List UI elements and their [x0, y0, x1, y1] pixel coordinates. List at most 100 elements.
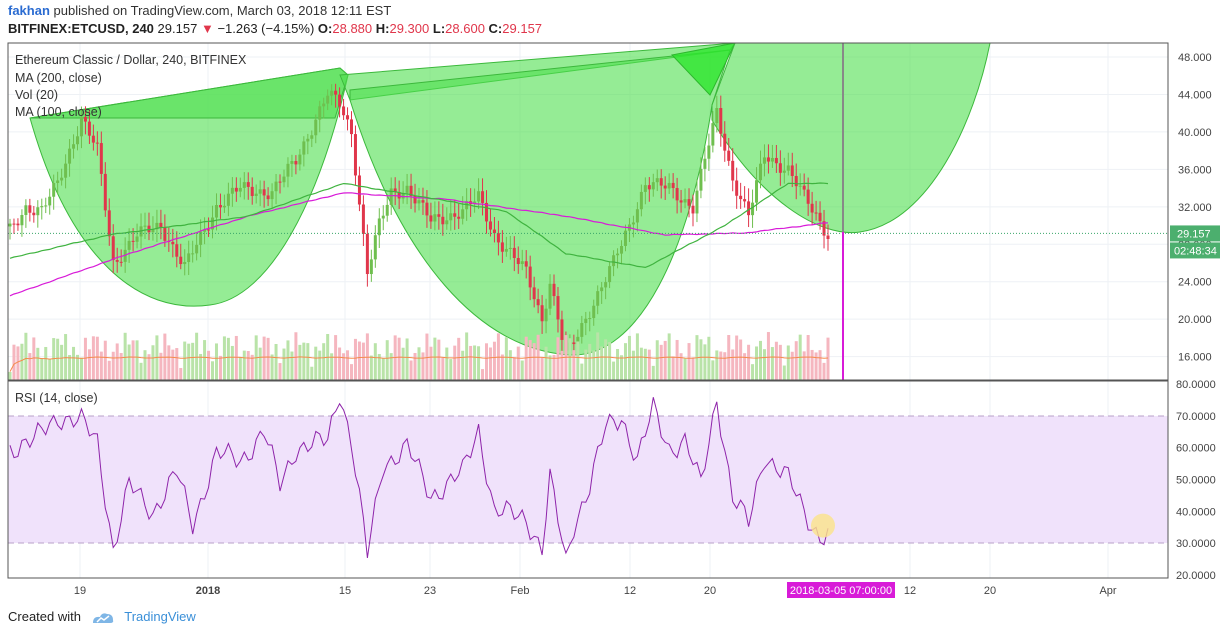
volume-bar — [369, 355, 373, 380]
candle-body — [163, 227, 167, 241]
rsi-pane-border — [7, 380, 1169, 579]
rsi-pane[interactable] — [8, 381, 1168, 578]
author-link[interactable]: fakhan — [8, 3, 50, 18]
x-tick-label: Apr — [1099, 585, 1116, 597]
volume-bar — [314, 346, 318, 380]
legend-vol: Vol (20) — [15, 88, 59, 102]
candle-body — [421, 200, 425, 203]
cup-left-shape — [29, 67, 349, 307]
candle-body — [794, 175, 798, 187]
candle-body — [639, 191, 643, 210]
price-pane-border — [7, 42, 1169, 381]
rsi-line-group — [9, 397, 835, 558]
volume-bar — [151, 345, 155, 380]
price-tick-label: 36.000 — [1178, 164, 1212, 176]
low-label: L: — [432, 21, 446, 36]
ma100-line — [9, 182, 829, 269]
chart-canvas[interactable]: 16.00020.00024.00028.00032.00036.00040.0… — [0, 0, 1228, 605]
candle-body — [28, 205, 32, 213]
price-pane[interactable] — [8, 43, 1168, 380]
volume-bar — [346, 350, 350, 380]
candle-body — [683, 199, 687, 203]
down-arrow-icon: ▼ — [200, 21, 214, 36]
candle-body — [544, 308, 548, 322]
candle-body — [318, 106, 322, 120]
volume-bar — [592, 350, 596, 380]
volume-bar — [778, 344, 782, 380]
candle-body — [433, 214, 437, 222]
close-value: 29.157 — [502, 21, 543, 36]
volume-bar — [99, 351, 103, 380]
volume-bar — [623, 343, 627, 380]
candle-body — [643, 185, 647, 192]
symbol: BITFINEX:ETCUSD, 240 — [8, 21, 154, 36]
volume-bar — [762, 349, 766, 380]
candle-body — [703, 158, 707, 169]
volume-bar — [306, 343, 310, 380]
candle-body — [266, 195, 270, 200]
rsi-tick-label: 60.0000 — [1176, 443, 1216, 455]
candle-body — [12, 223, 16, 225]
candle-body — [485, 202, 489, 222]
tradingview-link[interactable]: TradingView — [124, 609, 196, 624]
candle-body — [584, 318, 588, 324]
candle-body — [346, 115, 350, 120]
volume-bar — [715, 350, 719, 380]
candle-body — [659, 178, 663, 186]
volume-bar — [8, 372, 12, 380]
candle-body — [211, 217, 215, 230]
candle-body — [445, 220, 449, 225]
candle-body — [250, 186, 254, 196]
candle-body — [635, 209, 639, 223]
peak-triangle — [671, 43, 736, 96]
volume-bar — [826, 337, 830, 380]
volume-bar — [83, 337, 87, 380]
volume-bar — [79, 357, 83, 380]
volume-bar — [758, 340, 762, 380]
candle-body — [751, 202, 755, 216]
candle-body — [179, 256, 183, 265]
volume-bar — [655, 340, 659, 380]
candle-body — [40, 206, 44, 208]
candle-body — [290, 161, 294, 164]
volume-bar — [683, 358, 687, 380]
volume-bar — [469, 345, 473, 380]
candle-body — [588, 318, 592, 320]
volume-bar — [357, 341, 361, 380]
volume-bar — [612, 361, 616, 380]
volume-bar — [790, 351, 794, 380]
x-tick-label: Feb — [511, 585, 530, 597]
volume-bar — [238, 357, 242, 380]
volume-bar — [266, 337, 270, 380]
volume-bar — [651, 365, 655, 380]
volume-bar — [639, 347, 643, 380]
volume-bar — [298, 344, 302, 380]
candle-body — [353, 134, 357, 176]
candle-body — [64, 163, 68, 178]
volume-bar — [794, 341, 798, 380]
volume-bar — [143, 350, 147, 380]
candle-body — [151, 229, 155, 233]
candle-body — [238, 187, 242, 192]
candle-body — [492, 229, 496, 234]
candle-body — [171, 241, 175, 245]
volume-bar — [72, 346, 76, 380]
volume-bar — [107, 360, 111, 380]
candle-body — [381, 215, 385, 219]
candle-body — [401, 192, 405, 199]
published-text: published on TradingView.com, March 03, … — [53, 3, 392, 18]
candle-body — [306, 138, 310, 142]
volume-bar — [119, 352, 123, 380]
footer: Created with TradingView — [8, 609, 196, 625]
volume-bar — [361, 342, 365, 380]
volume-bar — [711, 360, 715, 380]
publish-line: fakhan published on TradingView.com, Mar… — [8, 3, 391, 18]
volume-bar — [290, 351, 294, 380]
candle-body — [667, 182, 671, 189]
rsi-line — [9, 397, 829, 558]
volume-bar — [203, 340, 207, 380]
candle-body — [600, 287, 604, 292]
candle-body — [91, 135, 95, 143]
candle-body — [278, 181, 282, 183]
candle-body — [500, 242, 504, 252]
